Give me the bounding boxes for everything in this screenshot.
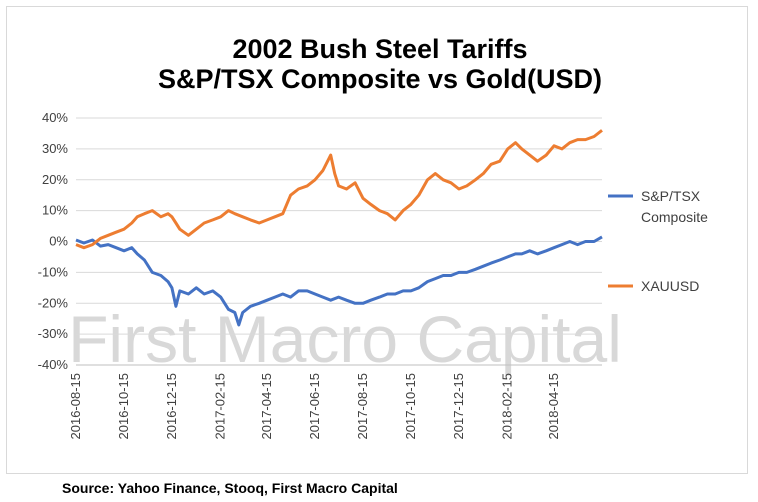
source-note: Source: Yahoo Finance, Stooq, First Macr… bbox=[62, 480, 398, 496]
chart-area bbox=[6, 6, 748, 474]
y-tick-label: -10% bbox=[38, 264, 69, 279]
x-tick-label: 2016-12-15 bbox=[164, 373, 179, 440]
y-tick-label: 10% bbox=[42, 203, 68, 218]
series-line-sptsx bbox=[75, 235, 603, 327]
y-tick-label: -30% bbox=[38, 326, 69, 341]
legend-label: XAUUSD bbox=[641, 278, 699, 294]
y-tick-label: 40% bbox=[42, 110, 68, 125]
x-tick-label: 2018-04-15 bbox=[546, 373, 561, 440]
x-tick-label: 2016-10-15 bbox=[116, 373, 131, 440]
series-lines bbox=[75, 129, 603, 327]
x-tick-label: 2017-04-15 bbox=[259, 373, 274, 440]
y-tick-label: 20% bbox=[42, 172, 68, 187]
chart-subtitle: S&P/TSX Composite vs Gold(USD) bbox=[158, 64, 602, 94]
gridlines bbox=[76, 117, 602, 366]
legend: S&P/TSX Composite XAUUSD bbox=[608, 188, 708, 294]
x-tick-label: 2016-08-15 bbox=[68, 373, 83, 440]
y-tick-label: 0% bbox=[49, 234, 68, 249]
y-tick-label: 30% bbox=[42, 141, 68, 156]
series-line-xauusd bbox=[75, 129, 603, 250]
x-tick-label: 2017-10-15 bbox=[403, 373, 418, 440]
watermark: First Macro Capital bbox=[68, 302, 622, 376]
y-tick-label: -20% bbox=[38, 295, 69, 310]
legend-label: Composite bbox=[641, 209, 708, 225]
x-tick-label: 2017-06-15 bbox=[307, 373, 322, 440]
x-tick-label: 2018-02-15 bbox=[500, 373, 515, 440]
x-tick-label: 2017-02-15 bbox=[213, 373, 228, 440]
y-tick-label: -40% bbox=[38, 357, 69, 372]
legend-label: S&P/TSX bbox=[641, 188, 701, 204]
axes: 40% 30% 20% 10% 0% -10% -20% -30% -40%2016-08-15… bbox=[38, 110, 602, 440]
x-tick-label: 2017-12-15 bbox=[451, 373, 466, 440]
x-tick-label: 2017-08-15 bbox=[355, 373, 370, 440]
line-chart: 2002 Bush Steel Tariffs S&P/TSX Composit… bbox=[38, 34, 708, 440]
chart-title: 2002 Bush Steel Tariffs bbox=[232, 34, 527, 64]
